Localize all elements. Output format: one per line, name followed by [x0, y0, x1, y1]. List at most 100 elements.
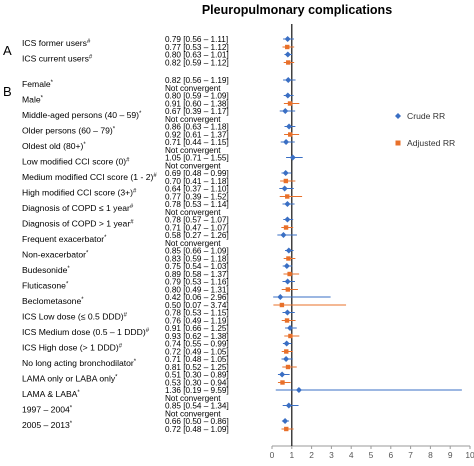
adjusted-value: 0.83 [0.59 – 1.18] — [165, 255, 229, 264]
row-label: 2005 – 2013* — [22, 420, 73, 430]
adjusted-estimate — [287, 271, 292, 277]
crude-value: 0.85 [0.54 – 1.34] — [165, 402, 229, 411]
row-label: Medium modified CCI score (1 - 2)# — [22, 172, 157, 182]
section-label: B — [3, 84, 12, 99]
crude-estimate — [284, 216, 291, 223]
row-label: ICS Low dose (≤ 0.5 DDD)# — [22, 312, 128, 322]
estimate-marks — [273, 36, 462, 432]
adjusted-estimate — [287, 101, 293, 106]
adjusted-estimate — [280, 380, 285, 385]
adjusted-value: Not convergent — [165, 394, 221, 403]
row-label: Beclometasone* — [22, 296, 84, 306]
crude-value: 0.42 [0.06 – 2.96] — [165, 293, 229, 302]
row-values: 0.79 [0.56 – 1.11]0.77 [0.53 – 1.12]0.80… — [165, 35, 229, 434]
crude-value: 0.91 [0.66 – 1.25] — [165, 324, 229, 333]
crude-estimate — [295, 387, 302, 393]
adjusted-estimate — [284, 426, 289, 432]
adjusted-value: Not convergent — [165, 410, 221, 419]
crude-value: 0.71 [0.44 – 1.15] — [165, 138, 229, 147]
adjusted-value: 0.81 [0.52 – 1.25] — [165, 363, 229, 372]
row-label: Female* — [22, 79, 54, 89]
section-labels: AB — [3, 43, 12, 99]
crude-value: 0.51 [0.30 – 0.89] — [165, 371, 229, 380]
crude-estimate — [280, 232, 287, 238]
x-tick-label: 6 — [388, 450, 393, 460]
legend: Crude RR Adjusted RR — [395, 111, 455, 148]
crude-value: 0.78 [0.57 – 1.07] — [165, 216, 229, 225]
row-label: ICS Medium dose (0.5 – 1 DDD)# — [22, 327, 150, 337]
adjusted-value: 0.93 [0.62 – 1.38] — [165, 332, 229, 341]
adjusted-estimate — [285, 364, 291, 370]
x-axis: 0 1 2 3 4 5 6 7 8 9 10 — [270, 24, 474, 460]
row-label: Middle-aged persons (40 – 59)* — [22, 110, 142, 120]
adjusted-estimate — [285, 194, 290, 199]
adjusted-value: 0.71 [0.47 – 1.07] — [165, 224, 229, 233]
adjusted-estimate — [279, 302, 285, 308]
row-label: Budesonide* — [22, 265, 70, 275]
crude-estimate — [284, 309, 291, 316]
crude-value: 0.69 [0.48 – 0.99] — [165, 169, 229, 178]
crude-estimate — [287, 325, 294, 331]
crude-estimate — [285, 247, 292, 254]
x-tick-label: 7 — [408, 450, 413, 460]
chart-title: Pleuropulmonary complications — [202, 3, 392, 17]
x-tick-label: 4 — [349, 450, 354, 460]
row-label: LAMA only or LABA only* — [22, 374, 118, 384]
x-tick-label: 3 — [329, 450, 334, 460]
crude-value: 0.79 [0.56 – 1.11] — [165, 35, 228, 44]
crude-estimate — [284, 92, 291, 99]
adjusted-estimate — [285, 287, 291, 292]
row-label: Oldest old (80+)* — [22, 141, 86, 151]
adjusted-value: 0.77 [0.39 – 1.52] — [165, 193, 229, 202]
crude-value: 0.79 [0.53 – 1.16] — [165, 278, 229, 287]
crude-value: 0.75 [0.54 – 1.03] — [165, 262, 229, 271]
crude-value: 0.82 [0.56 – 1.19] — [165, 76, 229, 85]
adjusted-estimate — [284, 318, 290, 323]
row-label: Fluticasone* — [22, 281, 69, 291]
crude-estimate — [284, 201, 291, 207]
x-tick-label: 1 — [289, 450, 294, 460]
crude-value: 1.05 [0.71 – 1.55] — [165, 154, 229, 163]
row-label: 1997 – 2004* — [22, 405, 73, 415]
adjusted-value: 0.76 [0.49 – 1.19] — [165, 317, 229, 326]
x-tick-label: 5 — [369, 450, 374, 460]
adjusted-estimate — [283, 178, 289, 184]
adjusted-value: 0.92 [0.61 – 1.37] — [165, 131, 229, 140]
adjusted-value: 0.82 [0.59 – 1.12] — [165, 59, 229, 68]
crude-estimate — [286, 123, 293, 130]
x-tick-label: 9 — [448, 450, 453, 460]
crude-value: 0.64 [0.37 – 1.10] — [165, 185, 229, 194]
adjusted-value: Not convergent — [165, 84, 221, 93]
crude-value: 1.36 [0.19 – 9.59] — [165, 386, 229, 395]
crude-estimate — [277, 294, 284, 300]
row-label: Non-exacerbator* — [22, 250, 89, 260]
row-label: LAMA & LABA* — [22, 389, 80, 399]
adjusted-estimate — [283, 225, 289, 230]
legend-adjusted-marker — [395, 140, 401, 146]
section-label: A — [3, 43, 12, 58]
adjusted-estimate — [286, 256, 291, 261]
row-label: Male* — [22, 95, 44, 105]
adjusted-value: Not convergent — [165, 146, 221, 155]
x-tick-label: 10 — [465, 450, 474, 460]
crude-value: 0.58 [0.27 – 1.26] — [165, 231, 229, 240]
crude-value: 0.80 [0.63 – 1.01] — [165, 51, 229, 60]
legend-crude-label: Crude RR — [407, 111, 445, 121]
crude-estimate — [283, 263, 290, 269]
crude-estimate — [283, 340, 290, 347]
adjusted-value: 0.50 [0.07 – 3.74] — [165, 301, 229, 310]
adjusted-value: 0.72 [0.48 – 1.09] — [165, 425, 229, 434]
crude-value: 0.71 [0.48 – 1.05] — [165, 355, 229, 364]
legend-adjusted-label: Adjusted RR — [407, 138, 455, 148]
crude-estimate — [283, 139, 290, 145]
adjusted-estimate — [286, 60, 291, 65]
row-label: ICS High dose (> 1 DDD)# — [22, 343, 123, 353]
row-label: ICS former users# — [22, 38, 91, 48]
crude-estimate — [285, 402, 292, 409]
crude-estimate — [279, 371, 286, 378]
adjusted-value: 0.91 [0.60 – 1.38] — [165, 100, 229, 109]
adjusted-value: 0.70 [0.41 – 1.18] — [165, 177, 229, 186]
row-label: Older persons (60 – 79)* — [22, 126, 116, 136]
